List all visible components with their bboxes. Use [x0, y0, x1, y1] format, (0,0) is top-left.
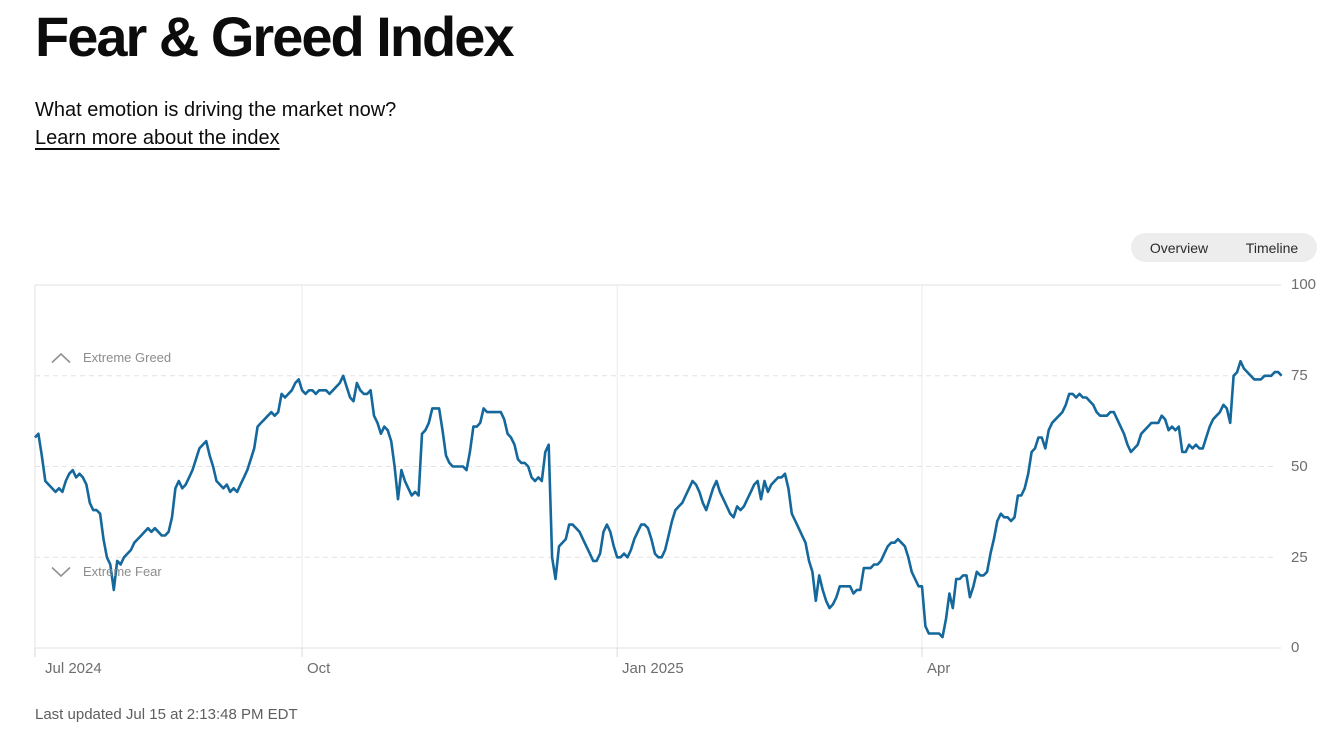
learn-more-link[interactable]: Learn more about the index: [35, 127, 280, 149]
y-axis-tick-label: 0: [1291, 639, 1300, 656]
x-axis-tick-label: Jan 2025: [622, 660, 684, 677]
x-axis-tick-label: Apr: [927, 660, 951, 677]
y-axis-tick-label: 50: [1291, 458, 1308, 475]
tab-timeline[interactable]: Timeline: [1227, 233, 1317, 262]
extreme-greed-threshold: Extreme Greed: [50, 350, 171, 365]
extreme-fear-label: Extreme Fear: [83, 564, 162, 579]
chevron-up-icon: [51, 352, 71, 363]
page-subtitle: What emotion is driving the market now?: [35, 99, 397, 121]
extreme-greed-label: Extreme Greed: [83, 350, 172, 365]
extreme-fear-threshold: Extreme Fear: [50, 564, 162, 579]
x-axis-tick-label: Jul 2024: [45, 660, 102, 677]
last-updated-text: Last updated Jul 15 at 2:13:48 PM EDT: [35, 706, 298, 723]
view-toggle: Overview Timeline: [1131, 233, 1317, 262]
tab-overview[interactable]: Overview: [1131, 233, 1227, 262]
y-axis-tick-label: 75: [1291, 367, 1308, 384]
page-title: Fear & Greed Index: [35, 5, 515, 68]
y-axis-tick-label: 25: [1291, 549, 1308, 566]
chevron-down-icon: [51, 566, 71, 577]
fear-greed-line: [34, 359, 1283, 639]
y-axis-tick-label: 100: [1291, 276, 1317, 293]
x-axis-tick-label: Oct: [307, 660, 331, 677]
